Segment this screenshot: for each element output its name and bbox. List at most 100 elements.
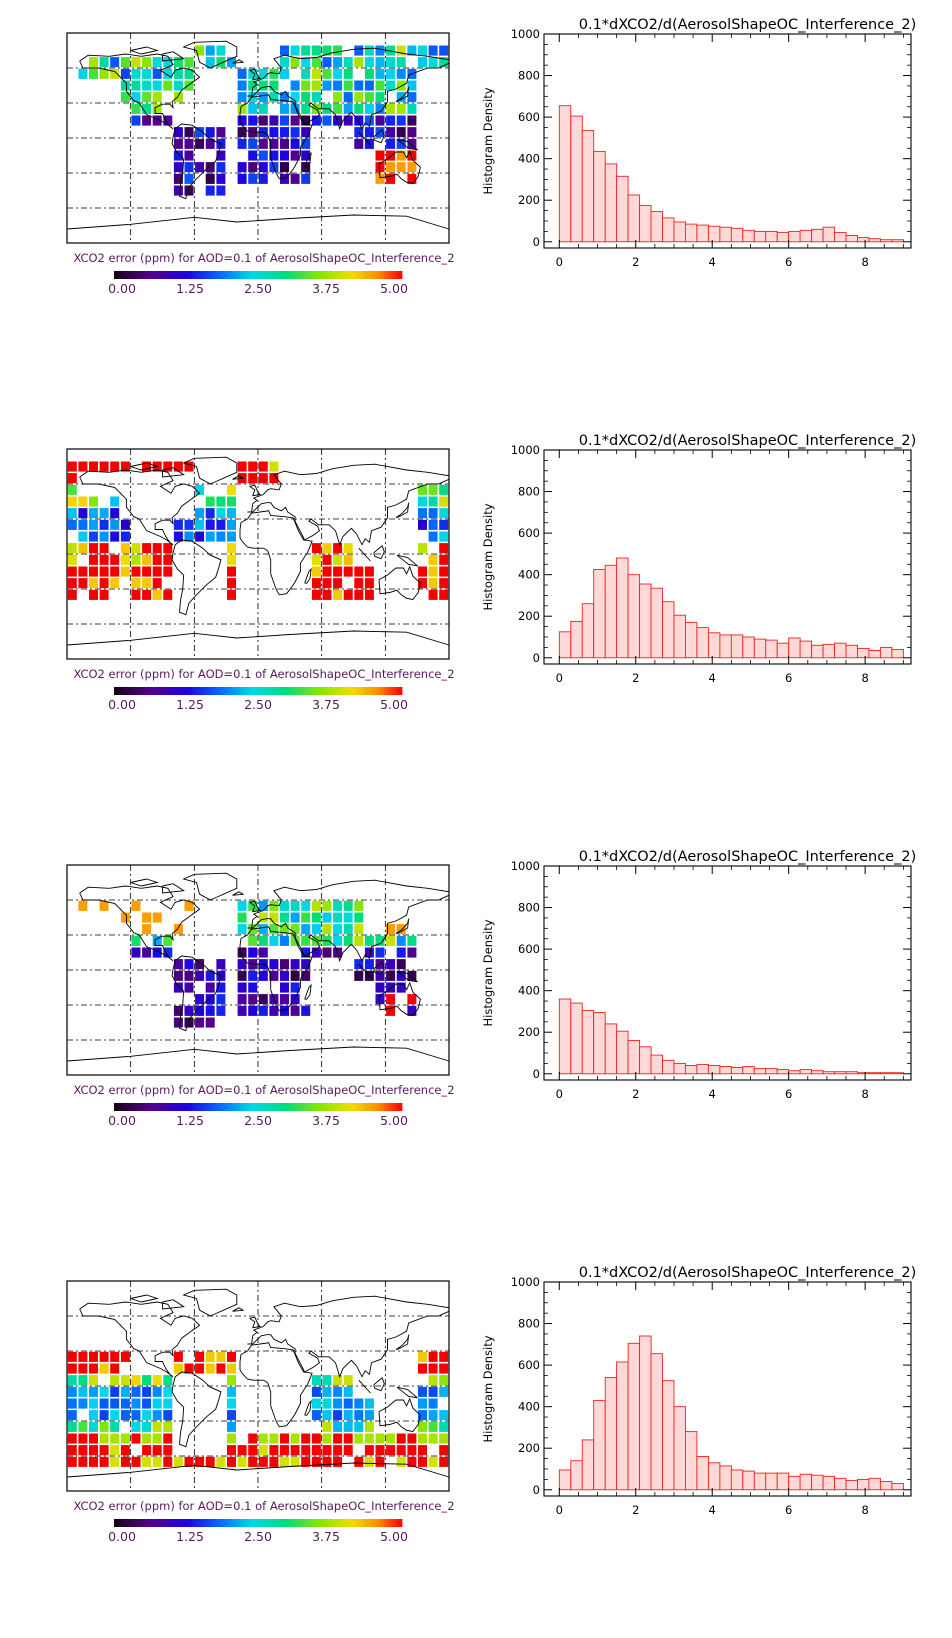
colorbar-swatch [153,687,157,695]
colorbar-swatch [126,1103,130,1111]
map-cell [142,912,152,923]
histogram-bar [662,217,675,243]
histogram-bar [765,639,778,659]
x-tick-label: 0 [556,1087,563,1101]
colorbar-swatch [228,1103,232,1111]
map-cell [78,1433,88,1444]
colorbar-swatch [321,1103,325,1111]
coastline [304,151,312,168]
map-cell [227,554,236,565]
map-cell [428,496,438,507]
map-cell [418,1433,427,1444]
map-cell [99,1351,109,1362]
coastline [304,983,312,1000]
colorbar-swatch [195,271,199,279]
histogram-bar [684,621,698,659]
colorbar-swatch [144,687,148,695]
map-cell [237,92,247,103]
colorbar-swatch [210,1519,214,1527]
map-cell [354,127,364,138]
map-cell [78,508,88,519]
map-cell [301,970,311,981]
map-cell [152,1456,162,1467]
colorbar-swatch [186,687,190,695]
colorbar-swatch [150,271,154,279]
colorbar-swatch [177,687,181,695]
colorbar-swatch [195,687,199,695]
y-tick-label: 600 [518,110,540,124]
map-cell [333,57,343,68]
map-cell [258,103,268,114]
map-cell [407,162,417,173]
map-cell [173,173,183,184]
map-cell [216,982,226,993]
map-cells [67,461,449,600]
map-cell [258,935,268,946]
map-cell [89,1375,98,1386]
colorbar-swatch [291,1103,295,1111]
colorbar-swatch [243,1519,247,1527]
colorbar-swatch [306,1519,310,1527]
map-cell [205,1363,215,1374]
map-cell [110,519,120,530]
colorbar-swatch [135,271,139,279]
histogram-bar [742,636,755,659]
colorbar-swatch [363,687,367,695]
colorbar-swatch [153,1103,157,1111]
histogram-bar [765,1068,778,1075]
panel-4: XCO2 error (ppm) for AOD=0.1 of AerosolS… [0,1248,952,1638]
map-cell [131,1398,141,1409]
coastline [130,1294,159,1303]
coastline [358,547,371,562]
map-cell [184,519,194,530]
map-cell [248,473,258,484]
map-cell [333,554,343,565]
map-cell [418,1386,427,1397]
map-cell [173,92,183,103]
colorbar-swatch [330,1103,334,1111]
x-tick-label: 4 [709,1503,716,1517]
colorbar-swatch [312,687,316,695]
map-cell [248,115,258,126]
histogram-bar [788,1070,801,1075]
colorbar-swatch [273,687,277,695]
histogram-bar [616,175,629,243]
colorbar-swatch [189,1519,193,1527]
colorbar-swatch [246,1103,250,1111]
colorbar-swatch [294,687,298,695]
colorbar-swatch [288,1519,292,1527]
map-cell [67,1456,77,1467]
y-tick-label: 200 [518,193,540,207]
colorbar-swatch [312,1519,316,1527]
histogram-bar [570,115,583,243]
colorbar-swatch [213,687,217,695]
map-cell [333,68,343,79]
map-cell [131,935,141,946]
histogram-bar [593,150,606,243]
colorbar-swatch [261,1519,265,1527]
histogram-bar [765,230,778,243]
histogram-bar [845,235,858,243]
map-cell [216,531,226,542]
map-cell [258,900,268,911]
map-cell [205,1017,215,1028]
map-cells [78,45,449,196]
map-cell [354,103,364,114]
map-cell [67,1445,77,1456]
map-cell [142,554,152,565]
y-tick-label: 1000 [511,443,540,457]
map-cell [152,80,162,91]
map-cell [99,554,109,565]
colorbar-swatch [339,687,343,695]
colorbar-swatch [267,1103,271,1111]
map-cell [195,138,205,149]
map-cell [248,1456,258,1467]
map-cell [396,115,406,126]
map-cell [78,1375,88,1386]
colorbar-swatch [231,1103,235,1111]
map-cell [173,1456,183,1467]
map-cell [311,1445,321,1456]
colorbar-swatch [219,271,223,279]
map-cell [195,994,205,1005]
colorbar-swatch [114,687,118,695]
